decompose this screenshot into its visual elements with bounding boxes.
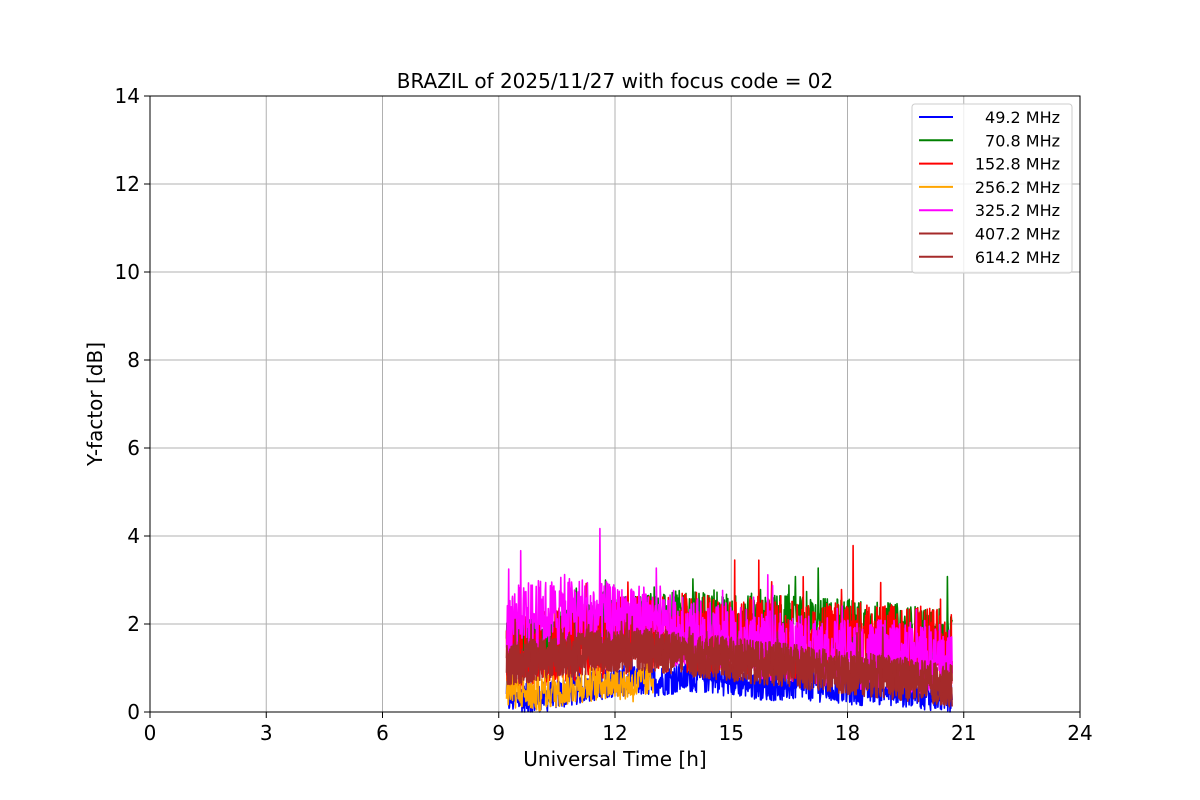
- x-tick-label: 18: [835, 721, 860, 745]
- series-layer: [505, 527, 953, 713]
- y-tick-label: 6: [127, 436, 140, 460]
- x-tick-label: 21: [951, 721, 976, 745]
- y-tick-label: 0: [127, 700, 140, 724]
- x-tick-label: 6: [376, 721, 389, 745]
- x-tick-label: 3: [260, 721, 273, 745]
- series-line: [505, 613, 953, 707]
- legend-label: 325.2 MHz: [975, 201, 1060, 220]
- legend: 49.2 MHz 70.8 MHz 152.8 MHz 256.2 MHz 32…: [911, 103, 1073, 274]
- x-tick-label: 12: [602, 721, 627, 745]
- x-tick-label: 15: [719, 721, 744, 745]
- legend-label: 70.8 MHz: [985, 131, 1060, 150]
- x-tick-label: 0: [144, 721, 157, 745]
- y-tick-label: 2: [127, 612, 140, 636]
- x-ticks: 0 3 6 9 12 15 18 21 24: [144, 712, 1093, 745]
- y-tick-label: 8: [127, 348, 140, 372]
- y-tick-label: 14: [115, 84, 140, 108]
- legend-label: 256.2 MHz: [975, 178, 1060, 197]
- y-ticks: 0 2 4 6 8 10 12 14: [115, 84, 150, 724]
- series-line: [505, 662, 655, 712]
- legend-label: 407.2 MHz: [975, 225, 1060, 244]
- legend-box: [911, 103, 1073, 274]
- y-tick-label: 10: [115, 260, 140, 284]
- x-tick-label: 24: [1067, 721, 1092, 745]
- y-tick-label: 12: [115, 172, 140, 196]
- y-axis-label: Y-factor [dB]: [83, 342, 107, 467]
- x-axis-label: Universal Time [h]: [523, 747, 706, 771]
- x-tick-label: 9: [492, 721, 505, 745]
- series-line: [505, 618, 953, 708]
- legend-label: 49.2 MHz: [985, 108, 1060, 127]
- y-tick-label: 4: [127, 524, 140, 548]
- legend-label: 614.2 MHz: [975, 248, 1060, 267]
- chart-title: BRAZIL of 2025/11/27 with focus code = 0…: [397, 69, 834, 93]
- legend-label: 152.8 MHz: [975, 155, 1060, 174]
